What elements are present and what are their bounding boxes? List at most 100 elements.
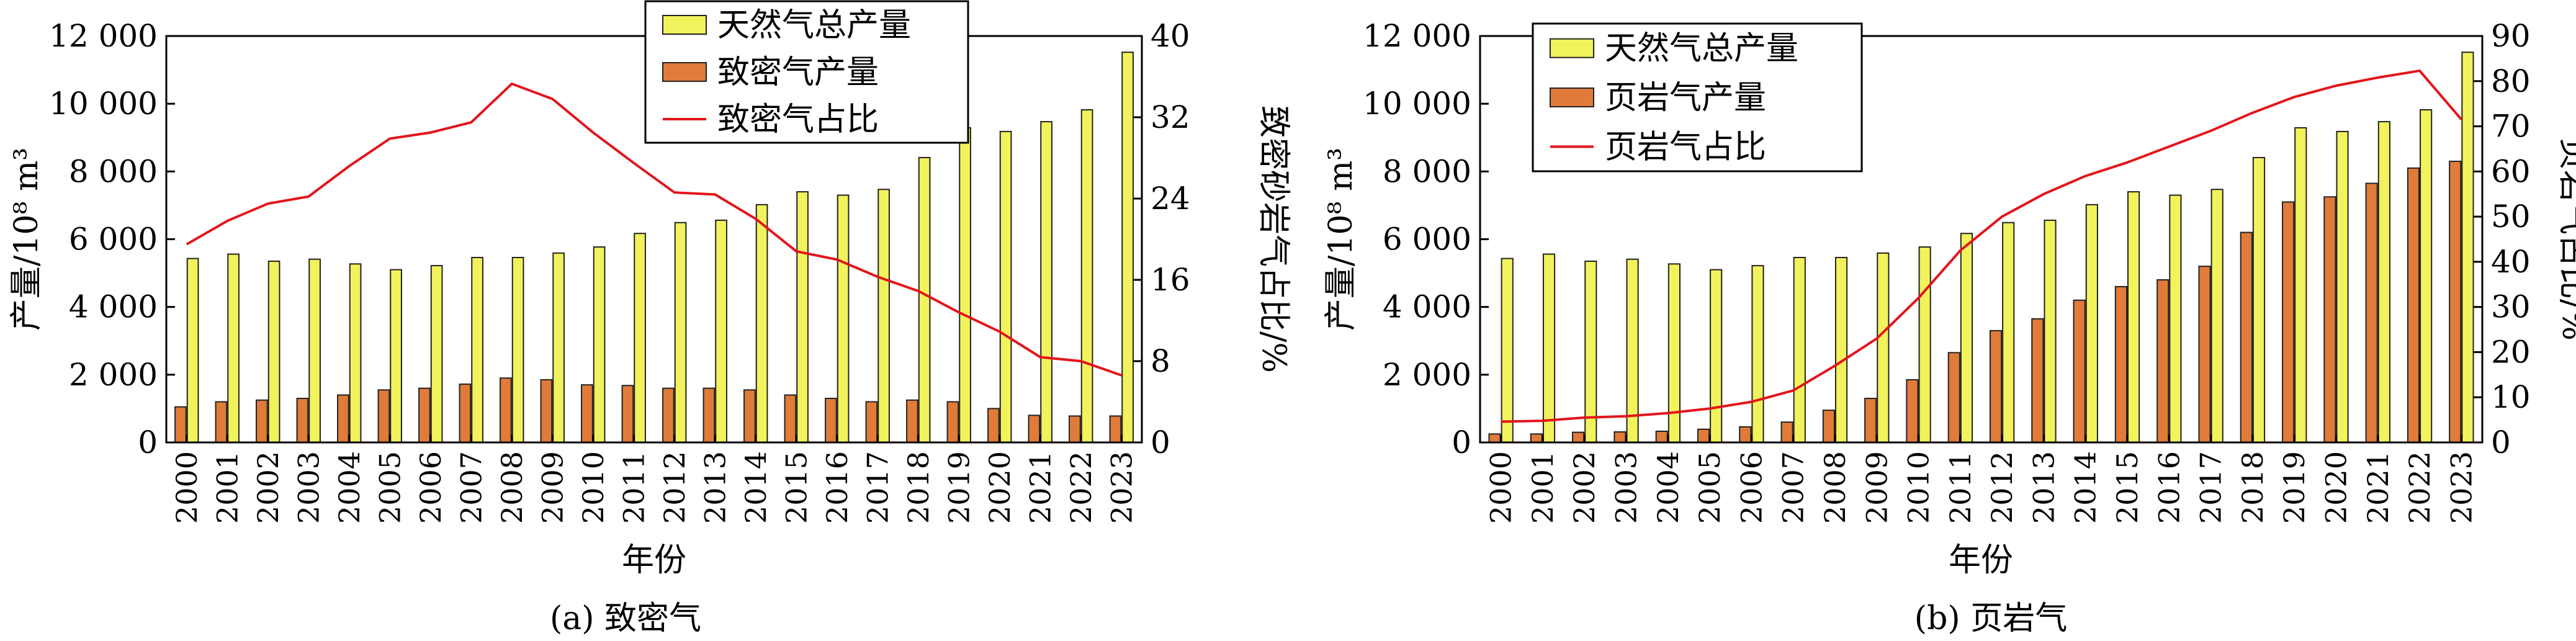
a-bar-sub: [825, 398, 837, 444]
a-legend-swatch: [662, 62, 707, 82]
a-bar-total: [471, 256, 483, 443]
a-bar-sub: [621, 385, 634, 443]
a-bar-total: [959, 127, 971, 443]
b-bar-total: [2210, 189, 2224, 443]
a-bar-total: [999, 130, 1012, 444]
b-xtick-label: 2022: [2403, 451, 2436, 524]
b-xtick-label: 2006: [1735, 451, 1768, 524]
b-bar-sub: [2365, 182, 2378, 443]
a-bar-sub: [540, 379, 553, 443]
a-ytick-label: 0: [138, 424, 158, 460]
a-bar-sub: [581, 384, 593, 443]
a-xtick-label: 2003: [292, 451, 325, 524]
b-bar-sub: [2407, 167, 2420, 443]
a-xaxis-title: 年份: [622, 542, 686, 579]
b-xaxis-title: 年份: [1949, 542, 2013, 579]
b-bar-total: [2461, 52, 2474, 443]
b-xtick-label: 2021: [2361, 451, 2395, 524]
a-bar-total: [1040, 121, 1052, 444]
a-ytick-label: 6 000: [69, 222, 158, 258]
b-xtick-label: 2019: [2278, 451, 2311, 524]
a-xtick-label: 2016: [820, 451, 854, 524]
a-bar-total: [349, 263, 362, 443]
b-bar-sub: [1989, 329, 2003, 443]
a-bar-total: [390, 269, 402, 443]
a-share-line: [186, 82, 1122, 377]
b-ytick-label: 12 000: [1363, 18, 1471, 54]
b-share-line: [1501, 69, 2462, 423]
a-bar-total: [634, 233, 646, 443]
b-xtick-label: 2002: [1568, 451, 1601, 524]
a-bar-sub: [946, 401, 959, 443]
b-y2tick-label: 70: [2491, 109, 2531, 145]
a-xtick-label: 2017: [861, 451, 894, 524]
b-bar-total: [1667, 263, 1681, 443]
a-xtick-label: 2018: [902, 451, 935, 524]
b-bar-sub: [1906, 379, 1919, 443]
b-xtick-label: 2012: [1985, 451, 2019, 524]
a-xtick-label: 2012: [658, 451, 691, 524]
b-y2tick-label: 20: [2491, 334, 2531, 370]
a-bar-sub: [500, 377, 512, 444]
b-xtick-label: 2014: [2069, 451, 2103, 524]
a-xtick-label: 2005: [373, 451, 406, 524]
b-y2tick-label: 40: [2491, 244, 2531, 280]
b-bar-sub: [2198, 266, 2211, 443]
a-y2tick-label: 32: [1151, 99, 1190, 135]
b-bar-total: [1542, 253, 1556, 443]
a-bar-sub: [906, 399, 918, 443]
a-y2tick-label: 0: [1151, 424, 1170, 460]
b-bar-total: [1584, 260, 1597, 443]
a-bar-total: [267, 260, 280, 443]
a-bar-sub: [865, 401, 878, 443]
a-xtick-label: 2021: [1023, 451, 1057, 524]
b-yaxis-title: 产量/10⁸ m³: [1322, 148, 1360, 331]
b-legend-label: 页岩气产量: [1605, 79, 1766, 117]
b-xtick-label: 2020: [2319, 451, 2353, 524]
a-xtick-label: 2002: [251, 451, 285, 524]
b-bar-total: [2044, 219, 2057, 443]
a-xtick-label: 2008: [495, 451, 529, 524]
a-legend-label: 致密气产量: [717, 54, 879, 91]
a-bar-total: [674, 222, 687, 443]
b-bar-sub: [1572, 431, 1585, 443]
a-bar-sub: [784, 394, 797, 443]
b-xtick-label: 2018: [2236, 451, 2269, 524]
b-xtick-label: 2009: [1860, 451, 1893, 524]
b-y2tick-label: 10: [2491, 379, 2531, 415]
b-bar-sub: [1780, 421, 1793, 443]
a-y2axis-title: 致密砂岩气占比/%: [1255, 105, 1292, 373]
a-xtick-label: 2013: [698, 451, 732, 524]
a-bar-total: [308, 258, 321, 443]
b-bar-sub: [1530, 433, 1543, 444]
a-xtick-label: 2023: [1105, 451, 1138, 524]
a-y2tick-label: 24: [1151, 181, 1190, 217]
a-bar-sub: [743, 389, 756, 443]
b-bar-total: [1877, 252, 1890, 443]
b-bar-total: [2127, 191, 2140, 443]
panel-b-caption: (b) 页岩气: [1914, 600, 2067, 637]
b-bar-total: [1834, 256, 1848, 443]
b-xtick-label: 2005: [1693, 451, 1726, 524]
a-yaxis-title: 产量/10⁸ m³: [8, 148, 45, 331]
b-xtick-label: 2015: [2111, 451, 2144, 524]
a-xtick-label: 2015: [779, 451, 813, 524]
a-y2tick-label: 40: [1151, 18, 1190, 54]
b-bar-total: [2169, 194, 2182, 443]
a-ytick-label: 8 000: [69, 153, 158, 189]
b-bar-sub: [1739, 426, 1752, 443]
a-legend-label: 天然气总产量: [717, 7, 911, 44]
b-bar-total: [2420, 109, 2433, 444]
b-xtick-label: 2008: [1818, 451, 1852, 524]
a-bar-sub: [1109, 415, 1122, 443]
b-bar-sub: [2031, 318, 2044, 443]
b-ytick-label: 6 000: [1383, 222, 1471, 258]
b-xtick-label: 2003: [1610, 451, 1643, 524]
b-ytick-label: 8 000: [1383, 153, 1471, 189]
a-bar-sub: [702, 387, 716, 444]
a-bar-sub: [296, 398, 309, 444]
b-bar-total: [2294, 127, 2307, 443]
a-bar-sub: [418, 387, 431, 444]
b-y2tick-label: 60: [2491, 153, 2531, 189]
b-bar-sub: [2240, 231, 2253, 443]
